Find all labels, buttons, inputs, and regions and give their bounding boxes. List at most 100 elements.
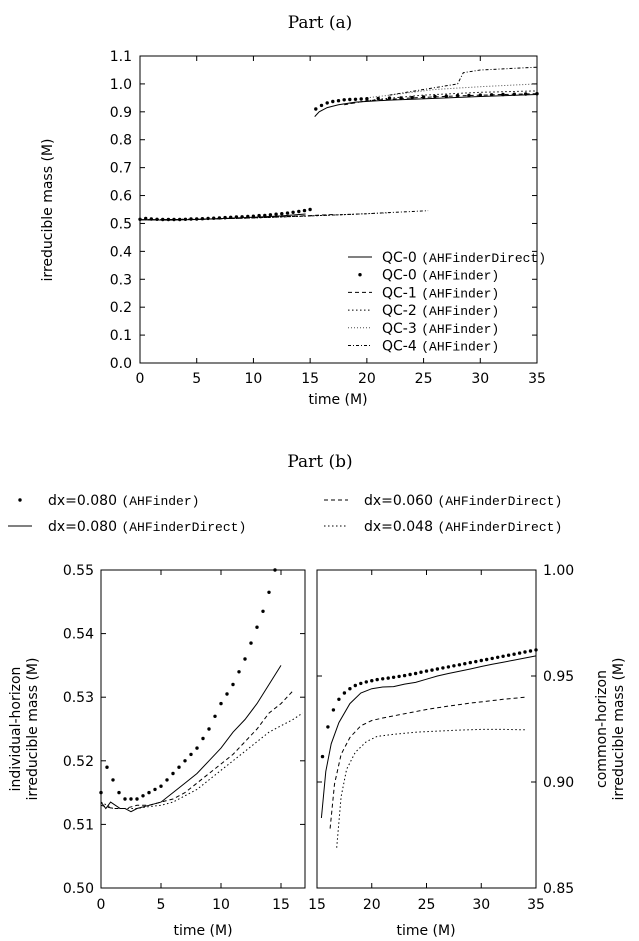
x-tick-label: 35 — [528, 371, 546, 387]
series-0-point — [370, 679, 374, 683]
legend-label-1: QC-0 (AHFinder) — [382, 268, 499, 284]
series-0-point — [183, 759, 187, 763]
x-tick-label: 30 — [471, 371, 489, 387]
series-0-point — [159, 784, 163, 788]
legend-finder-3: (AHFinder) — [421, 304, 499, 319]
series-0-point — [123, 797, 127, 801]
series-group-part-a — [138, 66, 539, 222]
series-0-point — [171, 771, 175, 776]
series-0-point — [189, 752, 193, 757]
series-1-point — [206, 216, 210, 221]
series-1-point — [376, 96, 380, 101]
x-tick-label: 20 — [363, 897, 381, 913]
series-1-point — [291, 210, 295, 214]
series-1-point — [240, 215, 244, 219]
series-0-point — [402, 673, 407, 678]
x-tick-label: 5 — [157, 897, 166, 913]
x-tick-label: 0 — [97, 897, 106, 913]
legend-label-0: QC-0 (AHFinderDirect) — [382, 250, 546, 266]
series-1-point — [444, 94, 448, 98]
x-tick-label: 30 — [472, 897, 490, 913]
legend-label-5: QC-4 (AHFinder) — [382, 339, 499, 355]
series-1-point — [314, 107, 318, 111]
y-tick-label: 0.5 — [110, 216, 132, 232]
legend-label-3: dx=0.048 (AHFinderDirect) — [364, 519, 562, 535]
axis-ticks-part-b-right: 15 20 25 30 350.85 0.90 0.95 1.00 — [308, 563, 574, 913]
series-1-point — [467, 93, 471, 98]
legend-finder-1: (AHFinder) — [421, 269, 499, 284]
series-0-point — [261, 609, 265, 613]
series-0-point — [506, 653, 511, 657]
chart-part-a: Part (a) 0 5 10 15 20 25 30 35 0.0 0.1 0.2 0.3 0.4 0.… — [40, 13, 546, 408]
x-tick-label: 15 — [308, 897, 326, 913]
series-1-point — [325, 101, 329, 105]
x-tick-label: 20 — [358, 371, 376, 387]
legend-label-2: dx=0.080 (AHFinderDirect) — [48, 519, 246, 535]
series-2-line — [329, 696, 526, 829]
y-tick-label: 1.0 — [110, 77, 132, 93]
y-tick-label: 0.7 — [110, 161, 132, 177]
series-0-point — [331, 708, 336, 712]
series-1-point — [501, 92, 505, 97]
chart-part-b: Part (b) dx=0.080 (AHFinder) dx=0.060 (AH… — [8, 452, 627, 939]
legend-finder-0: (AHFinder) — [121, 494, 199, 509]
y-tick-label: 0.54 — [63, 627, 94, 643]
series-0-point — [201, 736, 205, 741]
y-axis-label-part-b-right: common-horizon irreducible mass (M) — [594, 658, 627, 801]
chart-title-part-a: Part (a) — [288, 13, 353, 33]
series-0-point — [165, 778, 169, 782]
series-1-point — [302, 208, 307, 213]
series-0-point — [479, 658, 483, 663]
y-tick-label: 0.51 — [63, 817, 94, 833]
x-tick-label: 15 — [272, 897, 290, 913]
series-1-point — [535, 92, 539, 96]
series-3-line — [100, 712, 303, 809]
y-tick-label: 1.00 — [543, 563, 574, 579]
series-0-point — [446, 665, 451, 669]
series-0-point — [135, 797, 139, 801]
series-0-point — [213, 714, 217, 718]
legend-label-1: dx=0.060 (AHFinderDirect) — [364, 493, 562, 509]
series-0-point — [457, 663, 462, 667]
legend-part-a: QC-0 (AHFinderDirect) QC-0 (AHFinder)QC-1… — [348, 250, 546, 355]
series-0-point — [225, 692, 229, 696]
legend-finder-2: (AHFinderDirect) — [121, 520, 246, 535]
x-axis-label-part-b-right: time (M) — [396, 923, 455, 939]
series-1-point — [246, 214, 250, 219]
series-0-point — [177, 765, 181, 769]
series-0-point — [255, 625, 259, 629]
x-tick-label: 15 — [301, 371, 319, 387]
series-4-line — [366, 83, 538, 99]
x-tick-label: 35 — [527, 897, 545, 913]
series-0-point — [419, 670, 423, 674]
series-1-point — [342, 98, 346, 102]
legend-finder-5: (AHFinder) — [421, 340, 499, 355]
series-0-point — [243, 657, 247, 661]
x-tick-label: 10 — [212, 897, 230, 913]
x-tick-label: 0 — [136, 371, 145, 387]
series-0-point — [413, 671, 418, 676]
axis-ticks-part-a: 0 5 10 15 20 25 30 35 0.0 0.1 0.2 0.3 0.4 0.5 0.6 0.7 0.… — [110, 49, 546, 387]
series-0-point — [468, 660, 472, 665]
series-0-point — [452, 664, 456, 668]
series-1-point — [297, 209, 301, 214]
series-1-point — [410, 95, 414, 100]
series-1-point — [285, 211, 290, 215]
series-0-point — [435, 667, 440, 671]
series-0-point — [353, 683, 357, 688]
series-0-point — [430, 668, 434, 672]
series-1-point — [251, 214, 256, 218]
x-tick-label: 25 — [415, 371, 433, 387]
series-0-point — [364, 680, 368, 684]
y-tick-label: 0.6 — [110, 189, 132, 205]
series-0-point — [408, 672, 412, 677]
series-0-point — [348, 687, 352, 691]
series-0-point — [111, 778, 115, 782]
series-1-point — [331, 99, 335, 104]
series-0-point — [337, 697, 341, 701]
x-axis-label-part-a: time (M) — [308, 392, 367, 408]
y-tick-label: 0.53 — [63, 690, 94, 706]
y-axis-label-line-1: individual-horizon — [8, 667, 24, 792]
y-tick-label: 0.8 — [110, 133, 132, 149]
